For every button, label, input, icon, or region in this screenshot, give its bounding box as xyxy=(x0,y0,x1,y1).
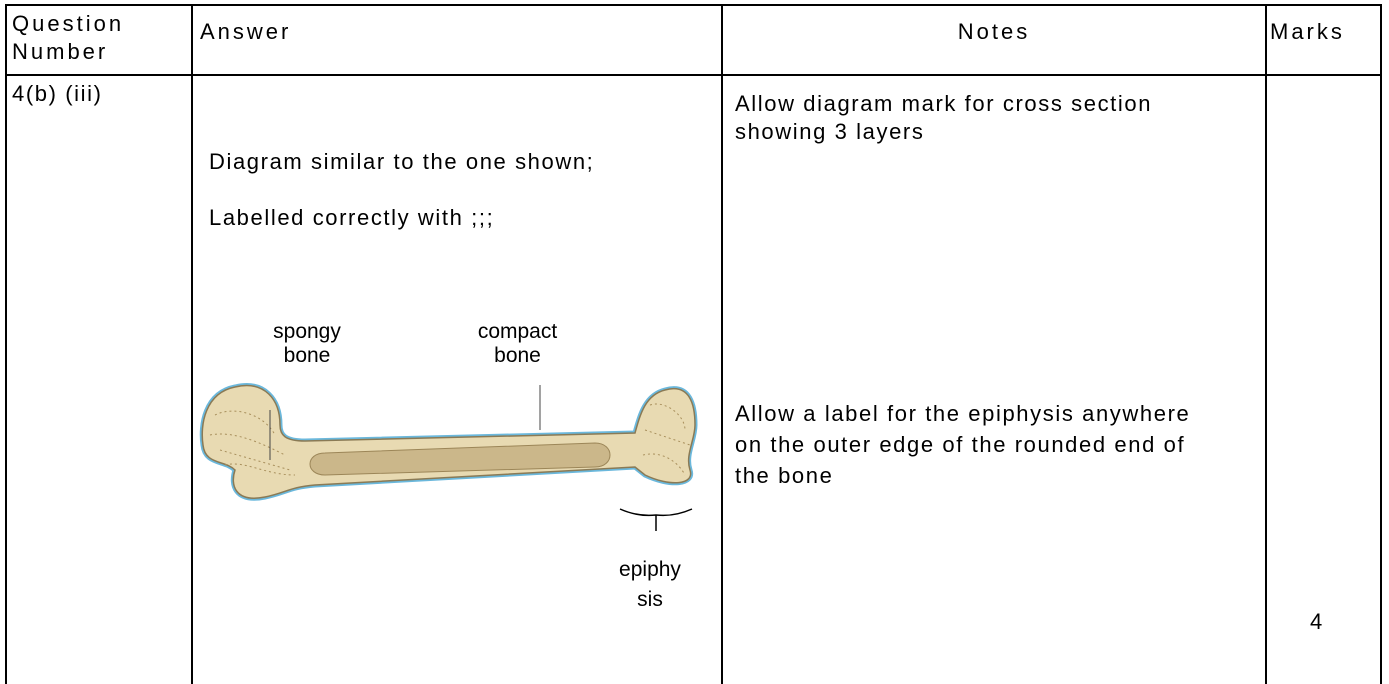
header-bottom-border xyxy=(5,74,1382,76)
column-border xyxy=(5,4,7,684)
column-border xyxy=(1380,4,1382,684)
diagram-label: epiphysis xyxy=(619,558,681,611)
header-notes: Notes xyxy=(957,19,1031,44)
bone-diagram xyxy=(199,383,698,501)
diagram-label: compact bone xyxy=(477,320,558,367)
notes-text: Allow diagram mark for cross section sho… xyxy=(735,91,1153,144)
medullary-cavity xyxy=(309,442,611,476)
marks: 4 xyxy=(1310,609,1324,634)
table-top-border xyxy=(5,4,1382,6)
question-number: 4(b) (iii) xyxy=(12,81,103,106)
answer-text: Labelled correctly with ;;; xyxy=(209,205,495,230)
epiphysis-bracket xyxy=(619,508,693,531)
notes-text: Allow a label for the epiphysis anywhere… xyxy=(735,401,1191,488)
column-border xyxy=(191,4,193,684)
column-border xyxy=(1265,4,1267,684)
header-marks: Marks xyxy=(1270,19,1345,44)
diagram-label: spongy bone xyxy=(273,320,341,367)
column-border xyxy=(721,4,723,684)
header-answer: Answer xyxy=(200,19,292,44)
answer-text: Diagram similar to the one shown; xyxy=(209,149,595,174)
header-question-number: Question Number xyxy=(12,11,125,64)
spongy-bone xyxy=(209,403,691,476)
